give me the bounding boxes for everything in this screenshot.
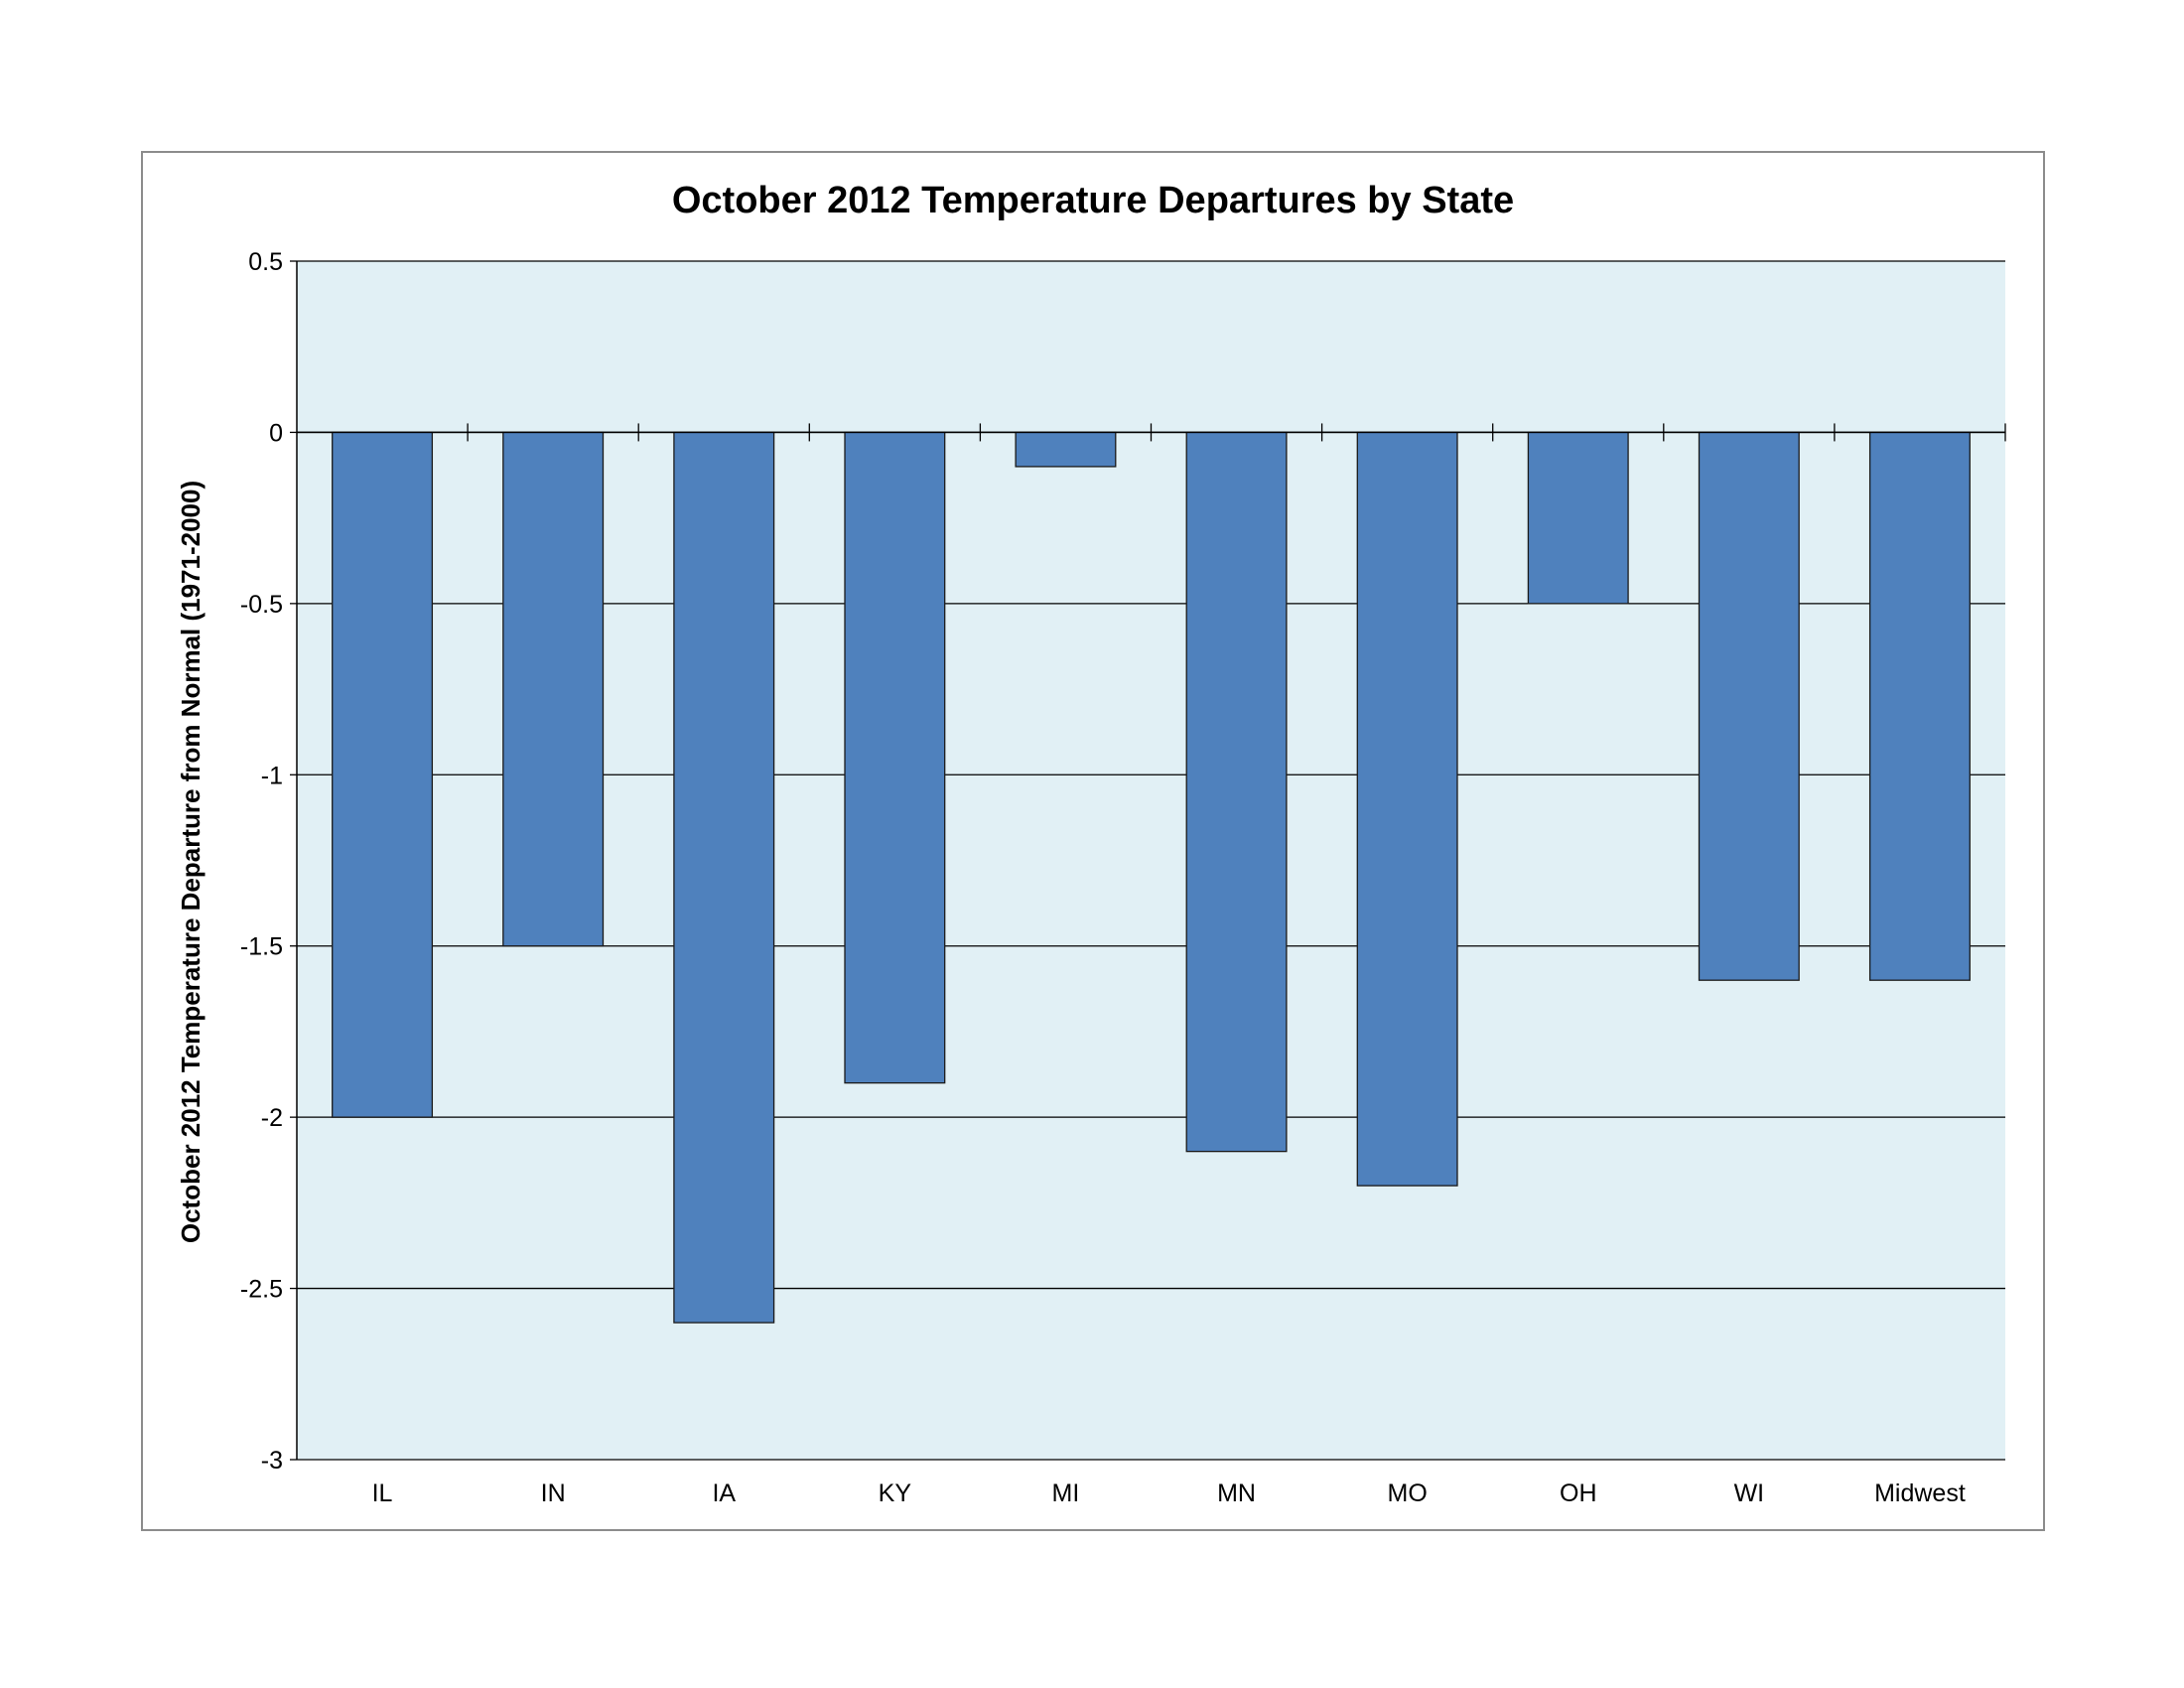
x-tick-label: IL	[372, 1479, 393, 1507]
y-tick-label: -3	[261, 1447, 283, 1475]
bar-ia	[673, 431, 775, 1324]
x-tick-label: MO	[1388, 1479, 1428, 1507]
y-tick-label: -1	[261, 762, 283, 789]
x-tick-label: MI	[1052, 1479, 1080, 1507]
y-tick-label: 0.5	[248, 248, 283, 276]
x-tick-label: KY	[879, 1479, 912, 1507]
bar-mi	[1015, 431, 1117, 468]
x-tick-label: Midwest	[1874, 1479, 1966, 1507]
y-axis-label: October 2012 Temperature Departure from …	[176, 481, 205, 1243]
bar-chart: October 2012 Temperature Departures by S…	[176, 180, 2006, 1507]
y-tick-label: -0.5	[240, 591, 283, 619]
x-tick-label: MN	[1217, 1479, 1256, 1507]
y-tick-label: 0	[269, 419, 283, 447]
bar-mn	[1185, 431, 1288, 1153]
bar-oh	[1527, 431, 1629, 605]
y-tick-label: -2	[261, 1104, 283, 1132]
x-tick-label: IA	[712, 1479, 736, 1507]
x-tick-label: IN	[541, 1479, 566, 1507]
y-tick-label: -1.5	[240, 933, 283, 961]
chart-frame: October 2012 Temperature Departures by S…	[141, 151, 2045, 1531]
axes	[296, 261, 2006, 1460]
x-tick-label: WI	[1734, 1479, 1765, 1507]
bar-in	[502, 431, 605, 947]
bar-il	[332, 431, 434, 1118]
x-tick-label: OH	[1560, 1479, 1597, 1507]
chart-title: October 2012 Temperature Departures by S…	[672, 180, 1514, 221]
x-tick-labels: IL IN IA KY MI MN MO OH WI Midwest	[372, 1479, 1966, 1507]
bar-ky	[844, 431, 946, 1084]
y-tick-label: -2.5	[240, 1276, 283, 1304]
bar-midwest	[1868, 431, 1971, 981]
bar-wi	[1698, 431, 1800, 981]
y-tick-labels: 0.5 0 -0.5 -1 -1.5 -2 -2.5 -3	[240, 248, 283, 1475]
bar-mo	[1356, 431, 1458, 1187]
